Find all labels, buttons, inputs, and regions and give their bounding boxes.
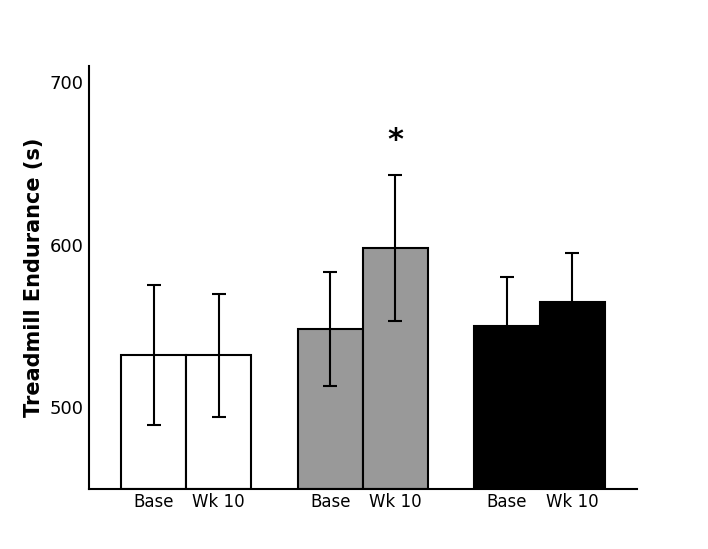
- Bar: [539, 301, 605, 489]
- Bar: [363, 248, 428, 489]
- Bar: [298, 329, 363, 489]
- Text: *: *: [387, 126, 404, 155]
- Bar: [121, 355, 186, 489]
- Bar: [474, 326, 539, 489]
- Y-axis label: Treadmill Endurance (s): Treadmill Endurance (s): [24, 138, 44, 417]
- Bar: [186, 355, 251, 489]
